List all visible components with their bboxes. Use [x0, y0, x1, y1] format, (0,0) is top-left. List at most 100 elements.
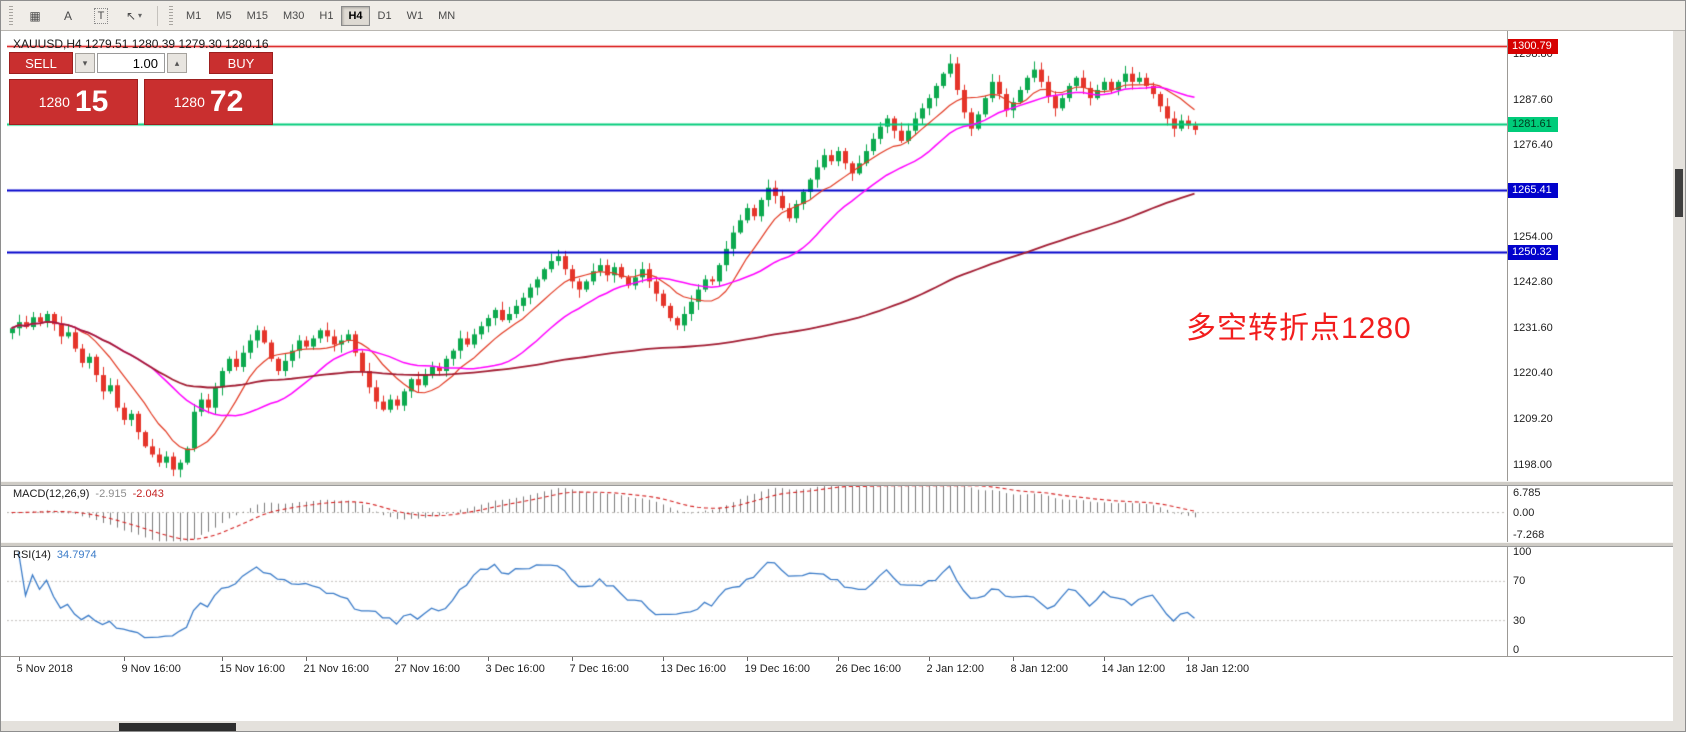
one-click-trading-panel: SELL ▾ ▴ BUY 1280 15 1280 72: [9, 51, 273, 125]
line-studies-icon: ↖: [125, 8, 137, 23]
price-level-badge: 1300.79: [1508, 39, 1558, 55]
chart-symbol-ohlc-title: XAUUSD,H4 1279.51 1280.39 1279.30 1280.1…: [13, 37, 269, 51]
price-level-badge: 1250.32: [1508, 244, 1558, 260]
panel-splitter[interactable]: [1, 481, 1675, 486]
line-studies-button[interactable]: ↖ ▾: [118, 4, 150, 28]
buy-price-pips: 72: [209, 85, 244, 118]
price-axis-label: 1198.00: [1513, 458, 1552, 471]
price-level-badge: 1265.41: [1508, 183, 1558, 199]
volume-decrease-button[interactable]: ▾: [75, 53, 95, 73]
price-axis-label: 1276.40: [1513, 139, 1553, 152]
price-level-badge: 1281.61: [1508, 117, 1558, 133]
timeframes-group: M1 M5 M15 M30 H1 H4 D1 W1 MN: [179, 5, 462, 26]
rsi-indicator-title: RSI(14) 34.7974: [13, 549, 97, 561]
timeframe-button-w1[interactable]: W1: [406, 9, 424, 22]
time-axis-tick: [662, 657, 664, 661]
time-axis-label: 13 Dec 16:00: [660, 663, 726, 675]
time-axis-tick: [305, 657, 307, 661]
time-axis-label: 26 Dec 16:00: [835, 663, 901, 675]
chevron-down-icon: ▾: [138, 11, 143, 20]
timeframe-button-m15[interactable]: M15: [246, 9, 268, 22]
time-axis-label: 15 Nov 16:00: [219, 663, 285, 675]
macd-indicator-title: MACD(12,26,9) -2.915 -2.043: [13, 488, 164, 500]
time-axis-tick: [1103, 657, 1105, 661]
time-axis-tick: [837, 657, 839, 661]
macd-main-value: -2.915: [95, 488, 127, 500]
price-axis[interactable]: 1298.80 1287.60 1276.40 1254.00 1242.80 1231.…: [1507, 31, 1676, 680]
sell-price-main: 1280: [38, 94, 70, 110]
text-label-tool-button[interactable]: A: [52, 4, 84, 28]
sell-price-pips: 15: [74, 85, 109, 118]
time-axis-tick: [221, 657, 223, 661]
timeframe-button-h4[interactable]: H4: [341, 5, 370, 26]
timeframe-button-mn[interactable]: MN: [438, 9, 456, 22]
macd-axis-label: -7.268: [1513, 529, 1545, 541]
time-axis-label: 14 Jan 12:00: [1101, 663, 1166, 675]
toolbar-grip[interactable]: [169, 5, 173, 26]
macd-name: MACD(12,26,9): [13, 488, 90, 500]
text-tool-button[interactable]: T: [85, 4, 117, 28]
vertical-scrollbar-thumb[interactable]: [1675, 169, 1683, 217]
drawing-tools-group: ▦ A T ↖ ▾: [19, 4, 150, 28]
time-axis[interactable]: 5 Nov 2018 9 Nov 16:00 15 Nov 16:00 21 Nov …: [1, 656, 1675, 681]
time-axis-label: 5 Nov 2018: [16, 663, 73, 675]
volume-increase-button[interactable]: ▴: [167, 53, 187, 73]
toolbar: ▦ A T ↖ ▾ M1 M5 M15 M30 H1 H4 D1 W1 MN: [1, 1, 1685, 31]
chart-grid-button[interactable]: ▦: [19, 4, 51, 28]
time-axis-tick: [18, 657, 20, 661]
price-axis-label: 1220.40: [1513, 367, 1553, 380]
rsi-value: 34.7974: [56, 549, 97, 561]
text-tool-icon: T: [93, 7, 109, 24]
timeframe-button-m5[interactable]: M5: [216, 9, 232, 22]
volume-input[interactable]: [97, 53, 165, 73]
timeframe-button-m1[interactable]: M1: [186, 9, 202, 22]
chart-grid-icon: ▦: [29, 8, 41, 23]
time-axis-tick: [1012, 657, 1014, 661]
time-axis-label: 27 Nov 16:00: [394, 663, 460, 675]
chevron-down-icon: ▾: [82, 57, 88, 68]
vertical-scrollbar[interactable]: [1673, 31, 1685, 721]
timeframe-button-d1[interactable]: D1: [377, 9, 392, 22]
time-axis-tick: [928, 657, 930, 661]
time-axis-tick: [396, 657, 398, 661]
time-axis-tick: [487, 657, 489, 661]
horizontal-scrollbar[interactable]: [1, 721, 1685, 731]
panel-splitter[interactable]: [1, 542, 1675, 547]
time-axis-tick: [571, 657, 573, 661]
buy-price-button[interactable]: 1280 72: [144, 79, 273, 125]
time-axis-tick: [1187, 657, 1189, 661]
buy-price-main: 1280: [173, 94, 205, 110]
time-axis-label: 21 Nov 16:00: [303, 663, 369, 675]
rsi-name: RSI(14): [13, 549, 51, 561]
timeframe-button-m30[interactable]: M30: [282, 9, 305, 22]
text-label-tool-icon: A: [63, 8, 72, 23]
macd-axis-label: 0.00: [1513, 506, 1535, 519]
rsi-axis-label: 30: [1513, 614, 1526, 627]
macd-signal-value: -2.043: [132, 488, 164, 500]
time-axis-label: 2 Jan 12:00: [926, 663, 985, 675]
rsi-axis-label: 70: [1513, 575, 1526, 588]
price-axis-label: 1254.00: [1513, 230, 1553, 243]
price-axis-label: 1231.60: [1513, 321, 1553, 334]
rsi-indicator-canvas[interactable]: [7, 546, 1507, 656]
toolbar-grip[interactable]: [9, 5, 13, 26]
sell-button[interactable]: SELL: [9, 52, 73, 74]
sell-price-button[interactable]: 1280 15: [9, 79, 138, 125]
price-axis-label: 1287.60: [1513, 93, 1553, 106]
chevron-up-icon: ▴: [174, 57, 180, 68]
time-axis-label: 3 Dec 16:00: [485, 663, 545, 675]
price-axis-label: 1209.20: [1513, 413, 1553, 426]
chart-text-annotation[interactable]: 多空转折点1280: [1186, 312, 1412, 345]
time-axis-label: 9 Nov 16:00: [121, 663, 181, 675]
time-axis-label: 7 Dec 16:00: [569, 663, 629, 675]
timeframe-button-h1[interactable]: H1: [319, 9, 334, 22]
macd-axis-label: 6.785: [1513, 487, 1541, 499]
buy-button[interactable]: BUY: [209, 52, 273, 74]
rsi-axis-label: 0: [1513, 644, 1520, 656]
time-axis-label: 19 Dec 16:00: [744, 663, 810, 675]
toolbar-separator: [157, 5, 158, 26]
macd-indicator-canvas[interactable]: [7, 485, 1507, 542]
time-axis-label: 18 Jan 12:00: [1185, 663, 1250, 675]
horizontal-scrollbar-thumb[interactable]: [119, 723, 236, 731]
